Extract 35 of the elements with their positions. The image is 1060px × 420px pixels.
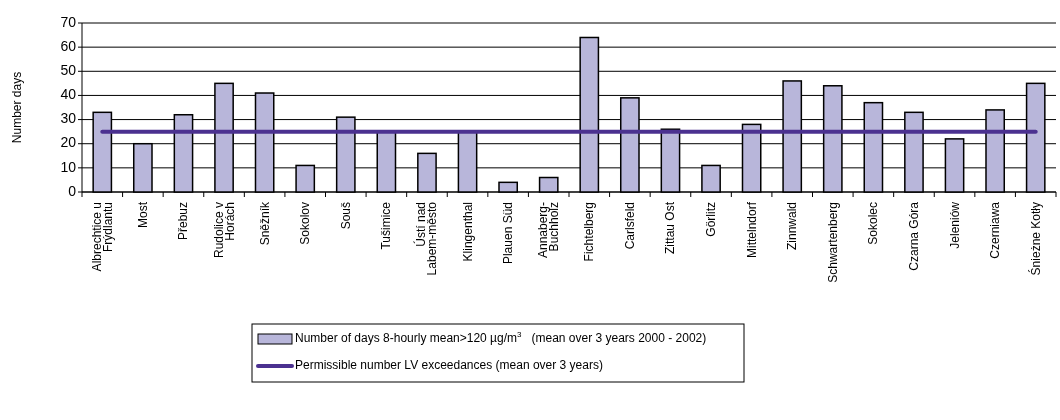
y-tick-label: 70 [60,13,77,30]
text: Number of days 8-hourly mean>120 µg/m$^{3}$ (mean over 3 years 2000 - 2002) [295,329,707,346]
y-tick-label: 10 [60,158,77,175]
x-tick-label: Tušimice [379,201,394,250]
x-tick-label: Sněžník [257,201,272,246]
x-tick-label: Plauen Süd [501,202,516,265]
x-tick-label: Rudolice v Horách [211,202,237,259]
x-tick-label: Přebuz [176,202,191,241]
x-tick-label: Ústí nad Labem-město [413,201,440,276]
x-tick-label: Annaberg-Buchholz [536,202,562,259]
x-tick-label: Görlitz [704,202,719,237]
y-tick-label: 50 [60,61,77,78]
x-tick-label: Mittelndorf [744,201,759,259]
y-tick-label: 0 [68,182,77,199]
x-tick-label: Carlsfeld [622,202,637,250]
x-tick-label: Sokolov [298,202,313,245]
x-tick-label: Schwartenberg [825,202,840,283]
y-tick-label: 60 [60,37,77,54]
x-tick-label: Klingenthal [460,202,475,262]
y-tick-label: 20 [60,134,77,151]
x-tick-label: Souš [338,202,353,230]
x-tick-label: Sokolec [866,202,881,245]
x-tick-label: Czarna Góra [906,201,921,271]
legend-label: Permissible number LV exceedances (mean over 3 years) [295,358,603,373]
y-tick-label: 30 [60,110,77,127]
x-tick-label: Fichtelberg [582,202,597,262]
x-tick-label: Śnieżne Kotły [1027,202,1043,276]
x-tick-label: Most [135,201,150,229]
y-tick-label: 40 [60,86,77,103]
x-tick-label: Albrechtice u Frýdlantu [89,202,115,272]
x-tick-label: Czerniawa [988,201,1003,259]
x-tick-label: Zinnwald [785,202,800,251]
x-tick-label: Zittau Ost [663,201,678,255]
x-tick-label: Jeleniów [947,201,962,249]
y-axis-title: Number days [10,71,25,144]
